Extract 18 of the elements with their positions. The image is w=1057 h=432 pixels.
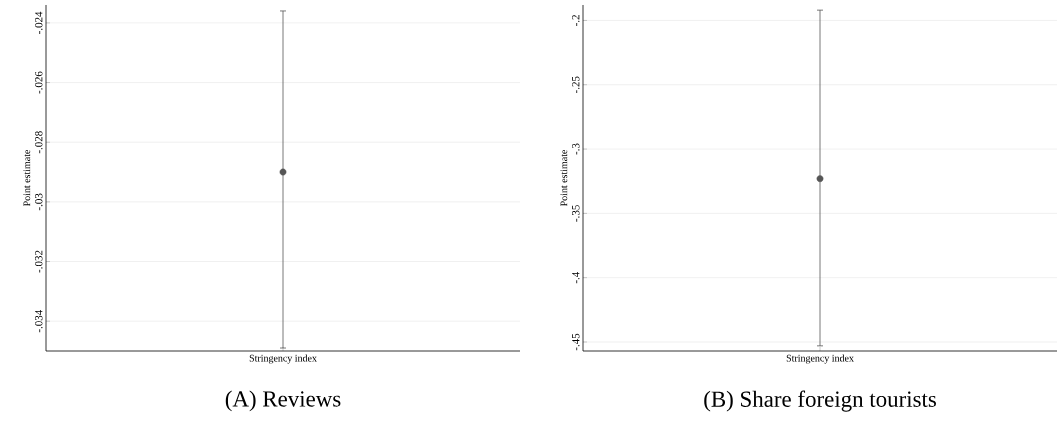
text: (A) Reviews <box>225 390 341 412</box>
y-tick-label: -.35 <box>572 205 580 222</box>
y-tick-label: -.03 <box>35 193 43 211</box>
y-tick-label: -.034 <box>35 309 43 333</box>
y-tick-label: -.45 <box>572 333 580 351</box>
text: (B) Share foreign tourists <box>704 390 936 412</box>
y-tick-label: -.2 <box>572 15 580 26</box>
y-tick-label: -.024 <box>35 11 43 34</box>
y-tick-label: -.4 <box>572 271 580 284</box>
y-tick-label: -.25 <box>572 76 580 94</box>
y-tick-label: -.026 <box>35 71 43 94</box>
y-axis-title: Point estimate <box>560 149 568 207</box>
y-tick-label: -.028 <box>35 131 43 154</box>
x-tick-label: Stringency index <box>786 354 854 364</box>
y-axis-title: Point estimate <box>23 149 31 207</box>
y-tick-label: -.3 <box>572 143 580 155</box>
x-tick-label: Stringency index <box>249 354 317 364</box>
y-tick-label: -.032 <box>35 250 43 273</box>
